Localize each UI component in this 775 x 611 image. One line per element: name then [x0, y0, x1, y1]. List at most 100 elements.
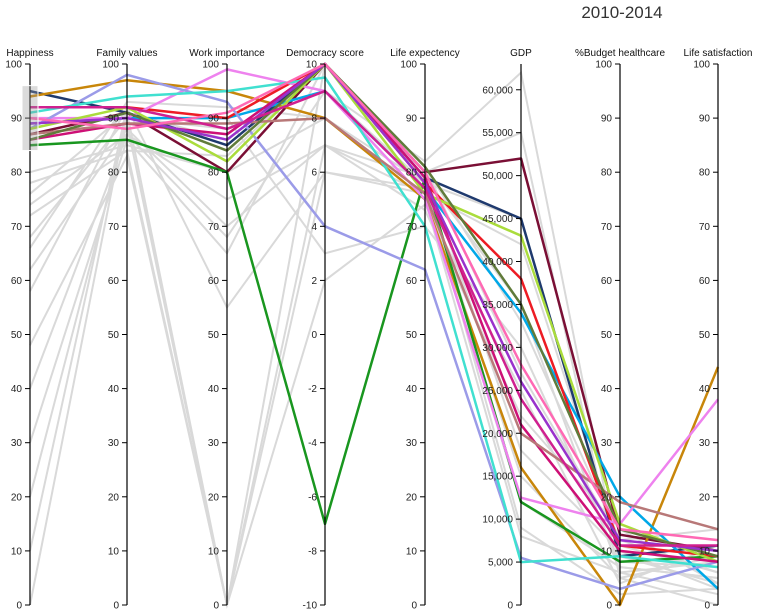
chart-title: 2010-2014	[581, 3, 662, 22]
tick-label-democracy-8: 6	[311, 168, 317, 179]
tick-label-budget-2: 20	[601, 492, 613, 503]
tick-label-life_exp-8: 80	[406, 168, 418, 179]
background-line-10	[29, 104, 719, 606]
tick-label-democracy-7: 4	[311, 222, 317, 233]
tick-label-gdp-4: 20,000	[482, 429, 513, 440]
tick-label-gdp-3: 15,000	[482, 472, 513, 483]
highlighted-line-9[interactable]	[29, 62, 719, 563]
tick-label-family-8: 80	[108, 168, 120, 179]
tick-label-happiness-2: 20	[11, 492, 23, 503]
tick-label-democracy-5: 0	[311, 330, 317, 341]
tick-label-gdp-2: 10,000	[482, 515, 513, 526]
tick-label-life_sat-3: 30	[699, 438, 711, 449]
tick-label-family-0: 0	[113, 601, 119, 611]
happiness-brush[interactable]	[21, 85, 39, 152]
tick-label-happiness-10: 100	[5, 60, 22, 71]
tick-label-work-8: 80	[208, 168, 220, 179]
tick-label-work-4: 40	[208, 384, 220, 395]
highlighted-line-2[interactable]	[29, 78, 720, 607]
tick-label-family-7: 70	[108, 222, 120, 233]
tick-label-democracy-6: 2	[311, 276, 317, 287]
tick-label-democracy-9: 8	[311, 114, 317, 125]
tick-label-democracy-10: 10	[306, 60, 318, 71]
tick-label-happiness-1: 10	[11, 546, 23, 557]
tick-label-life_exp-7: 70	[406, 222, 418, 233]
axis-work: Work importance 0 10 20 30 40 50 60 70 80 90 100	[189, 48, 265, 611]
tick-label-budget-5: 50	[601, 330, 613, 341]
tick-label-budget-1: 10	[601, 546, 613, 557]
tick-label-life_sat-9: 90	[699, 114, 711, 125]
tick-label-family-6: 60	[108, 276, 120, 287]
tick-label-life_exp-2: 20	[406, 492, 418, 503]
tick-label-life_sat-10: 100	[693, 60, 710, 71]
tick-label-life_exp-4: 40	[406, 384, 418, 395]
highlighted-line-7[interactable]	[29, 73, 719, 591]
tick-label-work-10: 100	[202, 60, 219, 71]
axis-label-family: Family values	[96, 48, 157, 59]
tick-label-life_sat-2: 20	[699, 492, 711, 503]
tick-label-life_exp-5: 50	[406, 330, 418, 341]
tick-label-budget-4: 40	[601, 384, 613, 395]
tick-label-democracy-3: -4	[308, 438, 317, 449]
tick-label-gdp-11: 55,000	[482, 128, 513, 139]
highlighted-lines	[29, 62, 720, 607]
tick-label-work-5: 50	[208, 330, 220, 341]
tick-label-life_sat-6: 60	[699, 276, 711, 287]
tick-label-work-9: 90	[208, 114, 220, 125]
tick-label-budget-9: 90	[601, 114, 613, 125]
background-line-13	[29, 100, 719, 574]
axis-life_sat: Life satisfaction 0 10 20 30 40 50 60 70 80 90 100	[684, 48, 753, 611]
tick-label-budget-10: 100	[595, 60, 612, 71]
tick-label-life_sat-7: 70	[699, 222, 711, 233]
tick-label-happiness-6: 60	[11, 276, 23, 287]
axis-gdp: GDP 0 5,000 10,000 15,000 20,000 25,000 30,000 3…	[482, 48, 532, 611]
tick-label-work-6: 60	[208, 276, 220, 287]
tick-label-life_exp-9: 90	[406, 114, 418, 125]
tick-label-gdp-1: 5,000	[488, 558, 513, 569]
tick-label-gdp-10: 50,000	[482, 171, 513, 182]
tick-label-happiness-5: 50	[11, 330, 23, 341]
highlighted-line-14[interactable]	[30, 89, 718, 547]
highlighted-line-12[interactable]	[29, 62, 719, 558]
tick-label-happiness-7: 70	[11, 222, 23, 233]
tick-label-life_sat-8: 80	[699, 168, 711, 179]
tick-label-budget-6: 60	[601, 276, 613, 287]
axis-label-happiness: Happiness	[6, 48, 53, 59]
tick-label-life_sat-1: 10	[699, 546, 711, 557]
axis-label-life_exp: Life expectency	[390, 48, 460, 59]
axis-label-budget: %Budget healthcare	[575, 48, 666, 59]
tick-label-democracy-2: -6	[308, 492, 317, 503]
axis-label-work: Work importance	[189, 48, 265, 59]
tick-label-life_exp-1: 10	[406, 546, 418, 557]
tick-label-gdp-7: 35,000	[482, 300, 513, 311]
tick-label-democracy-0: -10	[303, 601, 318, 611]
axis-democracy: Democracy score -10 -8 -6 -4 -2 0 2 4 6 8 10	[286, 48, 364, 611]
axis-family: Family values 0 10 20 30 40 50 60 70 80 90 100	[96, 48, 157, 611]
tick-label-budget-8: 80	[601, 168, 613, 179]
highlighted-line-8[interactable]	[29, 76, 719, 569]
tick-label-family-1: 10	[108, 546, 120, 557]
tick-label-work-7: 70	[208, 222, 220, 233]
tick-label-happiness-0: 0	[16, 601, 22, 611]
axis-budget: %Budget healthcare 0 10 20 30 40 50 60 70 80 90 100	[575, 48, 666, 611]
tick-label-life_exp-6: 60	[406, 276, 418, 287]
tick-label-budget-7: 70	[601, 222, 613, 233]
tick-label-democracy-1: -8	[308, 546, 317, 557]
axis-label-life_sat: Life satisfaction	[684, 48, 753, 59]
tick-label-budget-0: 0	[606, 601, 612, 611]
tick-label-work-2: 20	[208, 492, 220, 503]
tick-label-gdp-8: 40,000	[482, 257, 513, 268]
tick-label-life_sat-5: 50	[699, 330, 711, 341]
highlighted-line-13[interactable]	[29, 62, 719, 553]
tick-label-family-4: 40	[108, 384, 120, 395]
highlighted-line-15[interactable]	[29, 62, 719, 542]
tick-label-family-9: 90	[108, 114, 120, 125]
tick-label-work-1: 10	[208, 546, 220, 557]
tick-label-budget-3: 30	[601, 438, 613, 449]
highlighted-line-3[interactable]	[29, 138, 719, 563]
tick-label-family-5: 50	[108, 330, 120, 341]
tick-label-work-3: 30	[208, 438, 220, 449]
tick-label-happiness-4: 40	[11, 384, 23, 395]
